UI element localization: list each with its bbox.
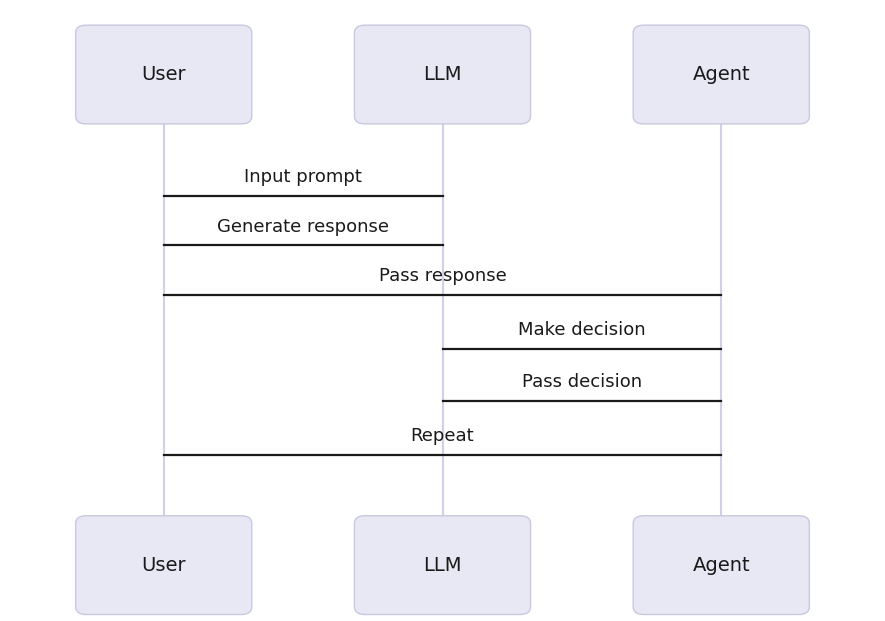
FancyBboxPatch shape: [76, 515, 251, 615]
Text: LLM: LLM: [423, 556, 462, 574]
Text: Pass decision: Pass decision: [522, 373, 642, 391]
FancyBboxPatch shape: [634, 515, 809, 615]
FancyBboxPatch shape: [634, 25, 809, 124]
Text: Make decision: Make decision: [518, 322, 646, 339]
Text: Input prompt: Input prompt: [244, 168, 362, 186]
Text: LLM: LLM: [423, 65, 462, 84]
Text: User: User: [142, 556, 186, 574]
Text: Agent: Agent: [692, 556, 750, 574]
FancyBboxPatch shape: [76, 25, 251, 124]
FancyBboxPatch shape: [354, 515, 530, 615]
Text: Agent: Agent: [692, 65, 750, 84]
Text: Pass response: Pass response: [379, 268, 506, 285]
Text: Repeat: Repeat: [411, 427, 474, 445]
Text: Generate response: Generate response: [217, 218, 389, 235]
Text: User: User: [142, 65, 186, 84]
FancyBboxPatch shape: [354, 25, 530, 124]
